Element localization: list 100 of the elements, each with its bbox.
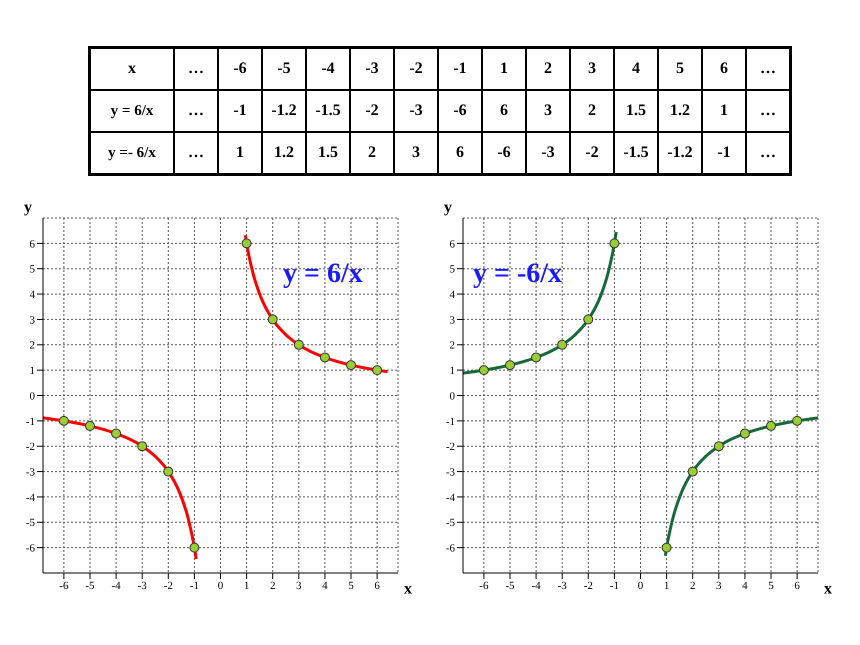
text: 1 [720, 102, 728, 119]
x-tick-label: 6 [702, 48, 746, 90]
text: 2 [588, 102, 596, 119]
x-tick-label: 6 [794, 580, 800, 592]
x-tick-label: 2 [690, 580, 696, 592]
y-axis-title: y [444, 199, 452, 216]
point [372, 365, 382, 376]
text: … [188, 144, 204, 161]
point [268, 314, 278, 324]
x-tick-label: 1 [482, 48, 526, 90]
x-tick-label: 3 [716, 580, 722, 592]
y-tick-label: -3 [446, 466, 456, 478]
point [111, 428, 122, 439]
y-tick-label: -5 [446, 517, 456, 530]
point [58, 416, 69, 426]
text: -1.5 [315, 102, 341, 119]
text: -3 [409, 102, 423, 119]
text: 1.5 [318, 144, 338, 161]
x-tick-label: -6 [59, 580, 69, 592]
point [84, 420, 95, 431]
text: -6 [497, 144, 511, 161]
y-tick-label: -4 [26, 492, 36, 504]
y-tick-label: y =- 6/x [108, 144, 156, 160]
y-tick-label: -6 [446, 542, 456, 555]
text: … [188, 102, 204, 119]
point [583, 314, 594, 324]
y-tick-label: -1 [446, 416, 455, 428]
y-tick-label: 6 [30, 238, 36, 250]
point [688, 466, 698, 477]
x-tick-label: -2 [584, 580, 593, 592]
y-tick-label: 2 [30, 340, 35, 352]
x-tick-label: -3 [558, 580, 568, 592]
point [557, 340, 568, 350]
y-axis-title: y [24, 199, 32, 216]
text: -1.2 [271, 102, 297, 119]
x-tick-label: 1 [664, 580, 670, 592]
text: … [760, 144, 776, 161]
point [163, 466, 174, 477]
y-tick-label: -4 [446, 492, 456, 504]
point [346, 360, 356, 370]
point [740, 428, 750, 439]
text: 1 [236, 144, 244, 161]
x-tick-label: 0 [218, 580, 224, 592]
point [766, 420, 776, 431]
point [294, 340, 304, 350]
point [320, 352, 330, 362]
point [504, 360, 515, 370]
x-axis-title: x [824, 580, 832, 598]
text: -1 [233, 102, 247, 119]
x-tick-label: 3 [570, 48, 614, 90]
x-tick-label: -4 [306, 48, 350, 90]
y-tick-label: 3 [450, 314, 456, 326]
x-tick-label: 2 [270, 580, 276, 592]
text: 2 [368, 144, 376, 161]
point [792, 416, 802, 426]
x-tick-label: -2 [164, 580, 173, 592]
y-tick-label: 1 [450, 365, 455, 378]
y-tick-label: 6 [450, 238, 456, 250]
line-series [43, 416, 198, 561]
y-tick-label: 4 [30, 288, 36, 301]
text: 1.5 [626, 102, 646, 119]
text: -2 [365, 102, 379, 119]
x-tick-label: -6 [218, 48, 262, 90]
y-tick-label: -6 [26, 542, 36, 555]
x-tick-label: -5 [85, 580, 96, 592]
x-tick-label: -1 [190, 580, 199, 592]
point [137, 441, 148, 452]
point [609, 238, 620, 248]
text: -3 [541, 144, 555, 161]
x-axis-title: x [90, 48, 174, 90]
y-tick-label: -5 [26, 517, 36, 530]
y-tick-label: 5 [30, 264, 36, 276]
y-tick-label: 2 [450, 340, 455, 352]
text: 6 [500, 102, 508, 119]
x-tick-label: 3 [296, 580, 302, 592]
y-tick-label: -2 [26, 441, 35, 454]
x-tick-label: 1 [244, 580, 250, 592]
x-tick-label: -5 [505, 580, 516, 592]
x-tick-label: 4 [322, 580, 328, 592]
y-tick-label: -3 [26, 466, 36, 478]
x-tick-label: -3 [138, 580, 148, 592]
point [662, 542, 672, 553]
y-tick-label: -1 [26, 416, 35, 428]
x-tick-label: … [746, 48, 790, 90]
y-tick-label: 1 [30, 365, 35, 378]
text: -2 [585, 144, 599, 161]
x-tick-label: 4 [614, 48, 658, 90]
annotation: y = 6/x [283, 258, 363, 289]
y-tick-label: 5 [450, 264, 456, 276]
x-tick-label: -4 [532, 580, 542, 592]
point [531, 352, 542, 362]
text: -1.2 [667, 144, 693, 161]
x-tick-label: -5 [262, 48, 306, 90]
text: -1.5 [623, 144, 649, 161]
text: 1.2 [670, 102, 690, 119]
point [189, 542, 200, 553]
x-tick-label: 6 [374, 580, 380, 592]
point [478, 365, 489, 376]
text: 1.2 [274, 144, 294, 161]
y-tick-label: 0 [450, 390, 456, 402]
